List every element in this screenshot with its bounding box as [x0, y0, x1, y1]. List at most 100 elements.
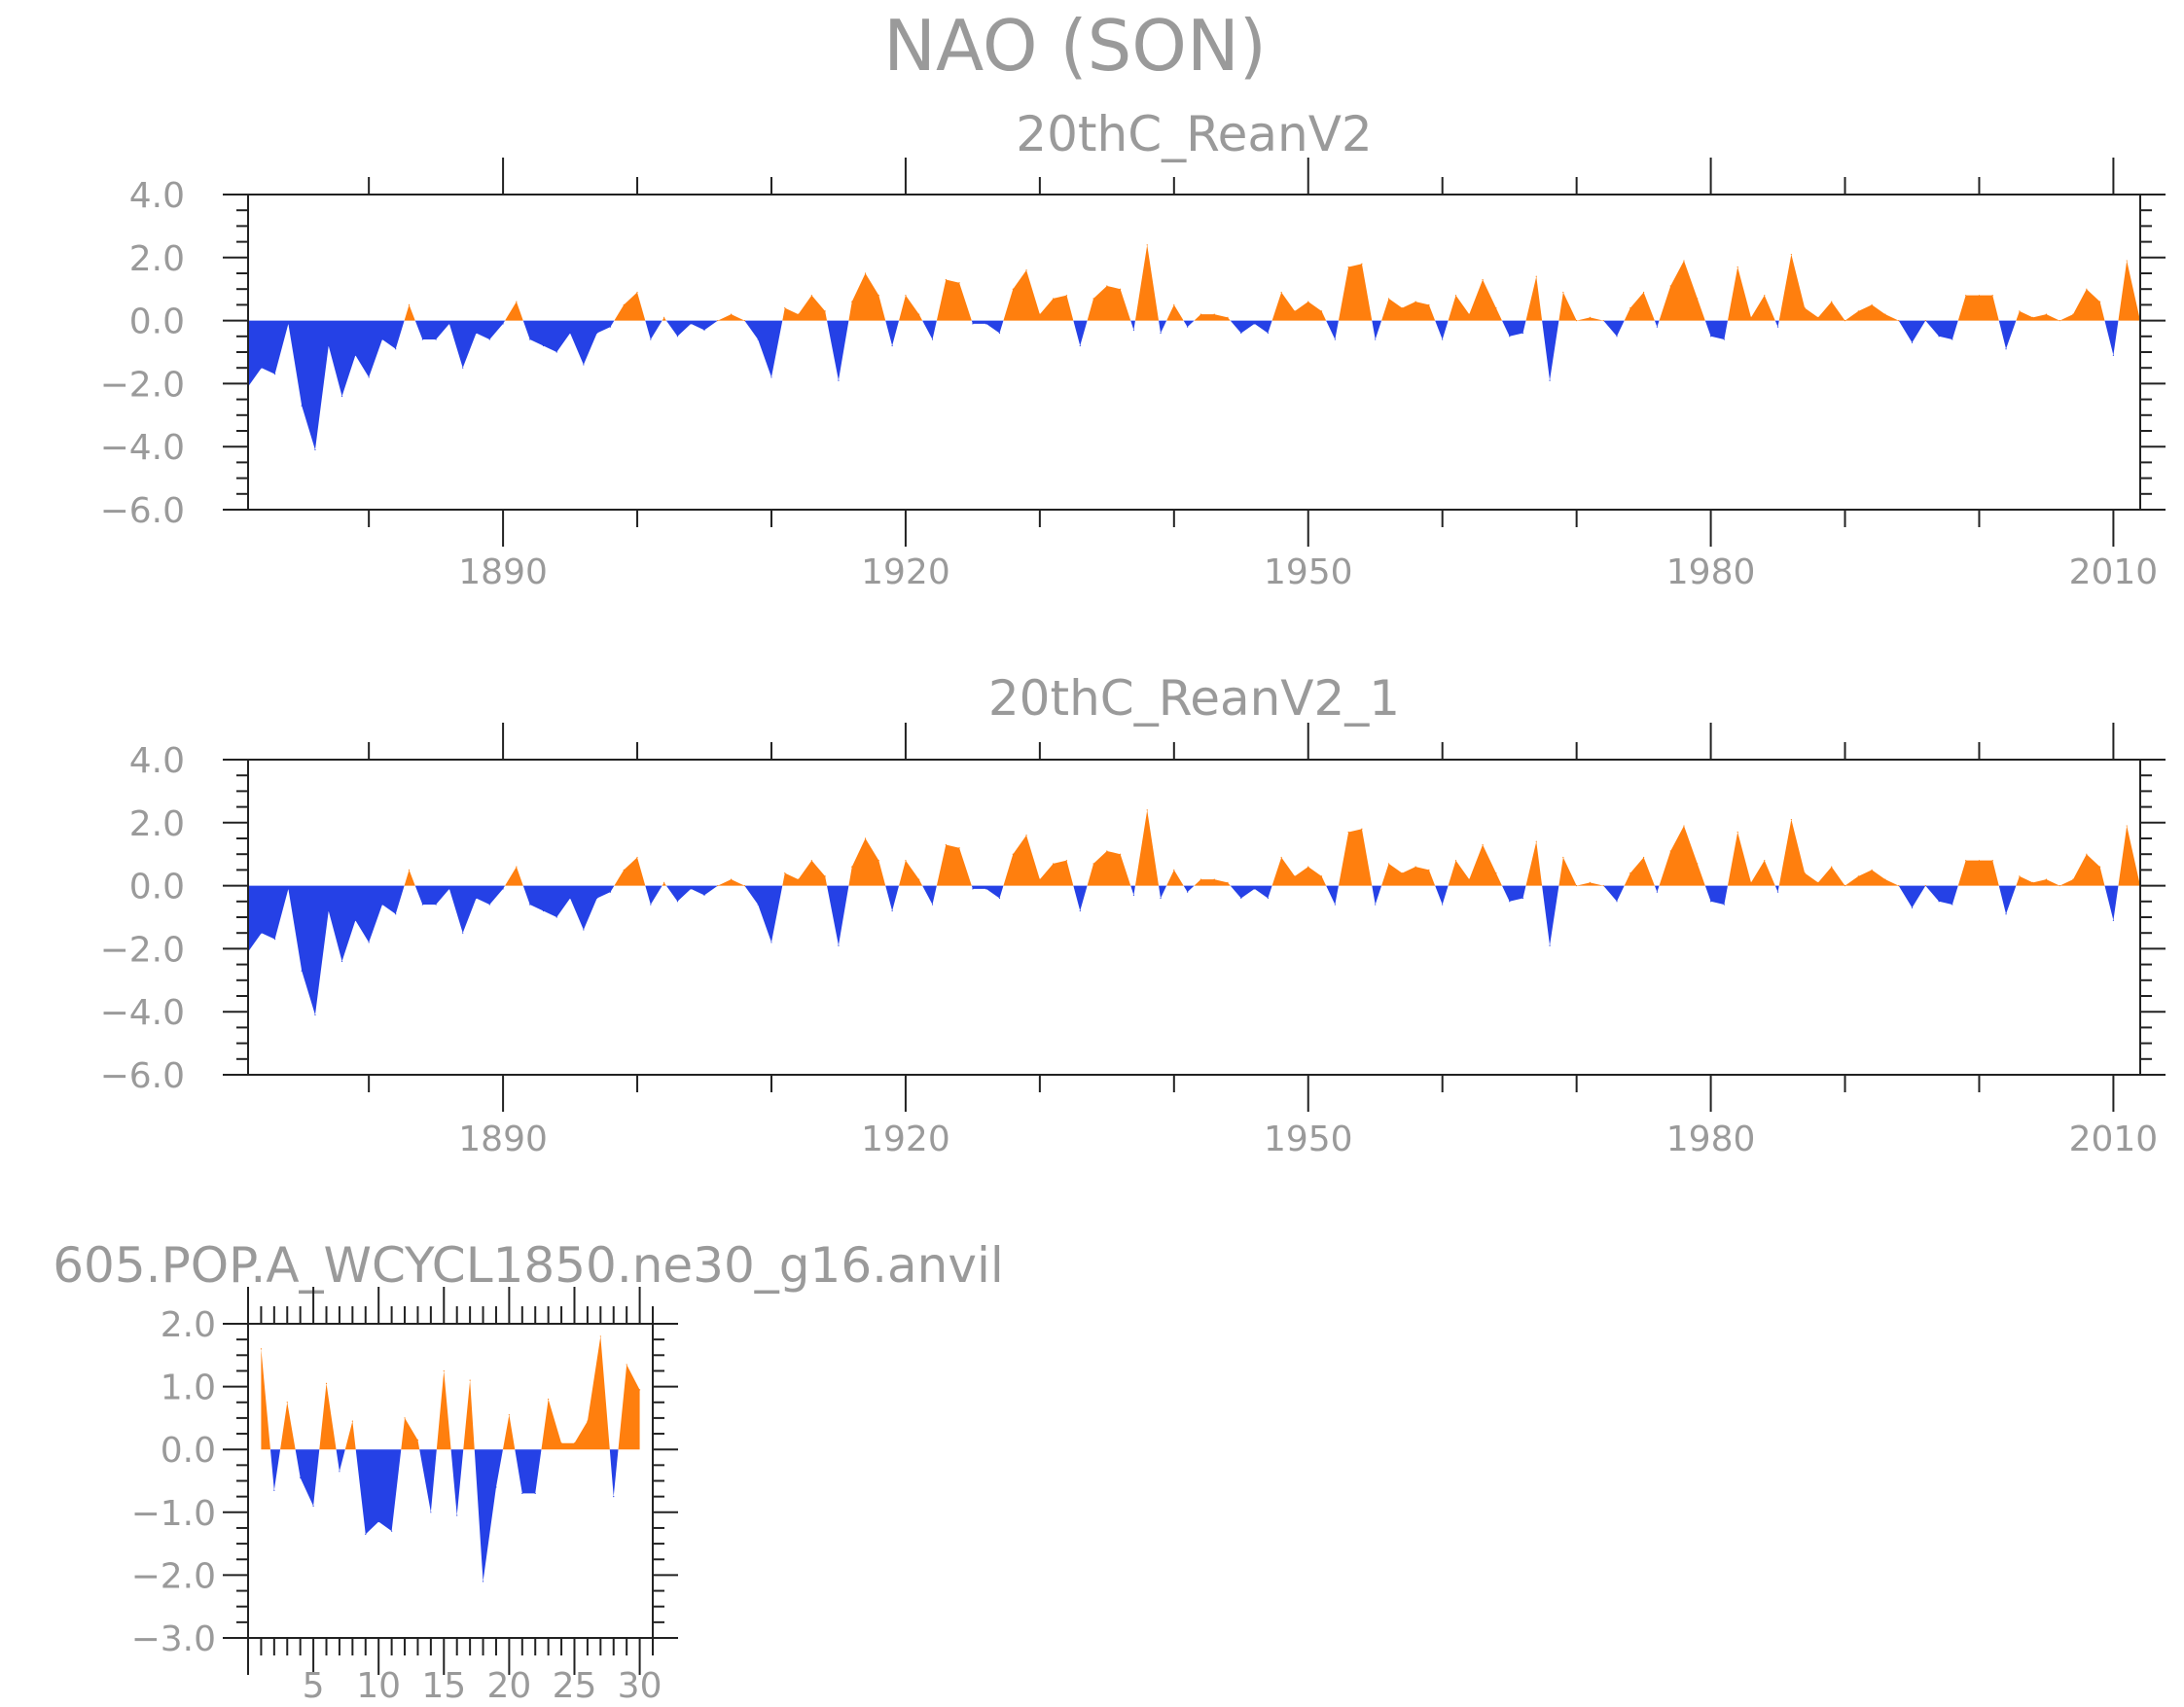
data-point — [1132, 329, 1135, 331]
data-point — [1227, 881, 1229, 883]
data-point — [502, 888, 504, 890]
data-point — [918, 878, 920, 880]
data-point — [1535, 275, 1537, 277]
data-point — [1589, 881, 1592, 883]
data-point — [1240, 332, 1242, 335]
data-point — [1656, 326, 1659, 328]
data-point — [2032, 881, 2034, 883]
data-point — [339, 1471, 340, 1473]
data-point — [328, 344, 330, 347]
data-point — [2059, 320, 2060, 322]
x-tick-label: 25 — [553, 1666, 597, 1706]
data-point — [1240, 897, 1242, 900]
data-point — [287, 323, 289, 325]
data-point — [676, 336, 679, 338]
y-tick-label: 4.0 — [129, 741, 185, 781]
y-tick-label: 1.0 — [161, 1369, 216, 1408]
data-point — [1375, 338, 1377, 340]
data-point — [1697, 863, 1699, 865]
data-point — [757, 904, 759, 906]
data-point — [475, 332, 478, 335]
data-point — [448, 323, 450, 325]
data-point — [972, 888, 974, 890]
data-point — [2072, 878, 2074, 880]
data-point — [381, 338, 383, 340]
data-point — [905, 860, 907, 862]
y-tick-label: −6.0 — [100, 491, 185, 531]
data-point — [824, 310, 826, 312]
x-tick-label: 20 — [486, 1666, 531, 1706]
data-point — [1911, 907, 1914, 908]
data-point — [354, 354, 356, 356]
data-point — [2126, 825, 2128, 827]
y-tick-label: 4.0 — [129, 176, 185, 216]
plot-frame — [247, 194, 2141, 511]
data-point — [2112, 354, 2115, 356]
data-point — [690, 888, 692, 890]
data-point — [381, 904, 383, 906]
data-point — [676, 901, 679, 903]
data-point — [534, 1492, 536, 1495]
data-point — [905, 295, 907, 297]
x-tick-label: 1920 — [861, 1120, 950, 1159]
data-point — [1253, 888, 1256, 890]
data-point — [1334, 338, 1336, 340]
y-tick-label: −6.0 — [100, 1056, 185, 1096]
y-tick-label: −4.0 — [100, 428, 185, 468]
data-point — [1871, 303, 1873, 305]
data-point — [596, 897, 598, 900]
data-point — [548, 1398, 550, 1401]
data-point — [838, 379, 840, 381]
data-point — [529, 904, 531, 906]
x-tick-label: 2010 — [2069, 1120, 2159, 1159]
data-point — [663, 316, 665, 318]
data-point — [1790, 818, 1792, 821]
data-point — [395, 913, 397, 915]
data-point — [2126, 260, 2128, 262]
data-point — [1401, 307, 1403, 309]
data-point — [1267, 332, 1269, 335]
data-point — [312, 1505, 314, 1507]
data-point — [1857, 875, 1859, 877]
panel-title: 20thC_ReanV2 — [1016, 106, 1372, 162]
data-point — [435, 338, 437, 340]
data-point — [314, 448, 316, 451]
data-point — [998, 332, 1001, 335]
data-point — [1509, 901, 1511, 903]
data-point — [495, 1486, 497, 1488]
data-point — [408, 303, 411, 305]
data-point — [1495, 872, 1497, 874]
x-tick-label: 1920 — [861, 552, 950, 592]
data-point — [1079, 344, 1081, 347]
data-point — [1106, 285, 1108, 287]
plot-frame — [247, 759, 2141, 1076]
data-point — [864, 272, 867, 274]
data-point — [301, 405, 303, 407]
data-point — [1938, 336, 1940, 338]
data-point — [2032, 316, 2034, 318]
data-point — [596, 332, 598, 335]
data-point — [1522, 897, 1524, 900]
data-point — [1227, 316, 1229, 318]
data-point — [931, 338, 934, 340]
data-point — [784, 872, 786, 874]
data-point — [650, 338, 652, 340]
data-point — [638, 1389, 641, 1391]
data-point — [998, 897, 1001, 900]
data-point — [1697, 298, 1699, 300]
data-point — [636, 291, 638, 294]
data-point — [1629, 872, 1631, 874]
data-point — [261, 932, 263, 934]
data-point — [404, 1417, 406, 1419]
y-tick-label: 0.0 — [161, 1431, 216, 1471]
data-point — [1387, 863, 1390, 865]
data-point — [1643, 856, 1645, 859]
data-point — [1012, 853, 1014, 855]
data-point — [430, 1511, 432, 1513]
data-point — [314, 1014, 316, 1016]
figure-title: NAO (SON) — [883, 5, 1267, 87]
data-point — [1656, 891, 1659, 893]
data-point — [1978, 860, 1981, 862]
data-point — [1039, 313, 1041, 315]
data-point — [1723, 338, 1725, 340]
